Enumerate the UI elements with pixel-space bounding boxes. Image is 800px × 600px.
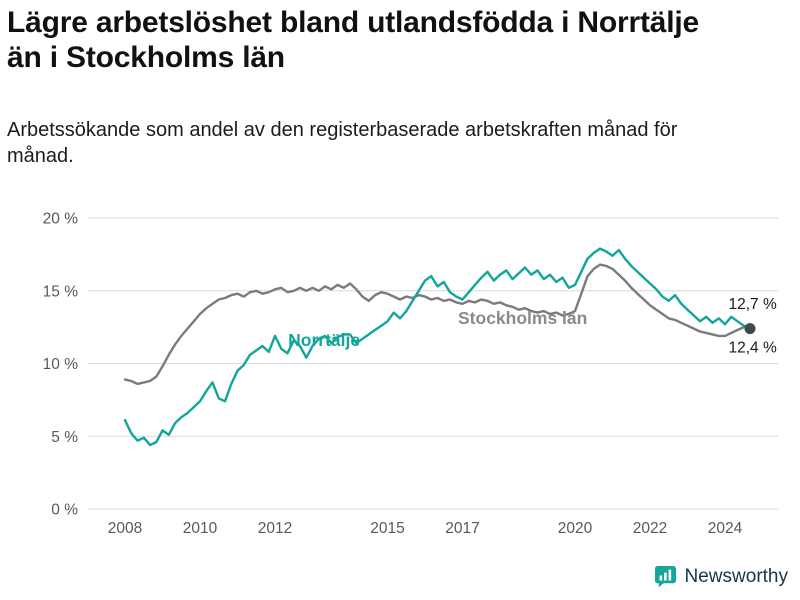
chart-title: Lägre arbetslöshet bland utlandsfödda i …: [7, 6, 699, 74]
newsworthy-chart-bubble-icon: [654, 565, 676, 588]
chart-subtitle: Arbetssökande som andel av den registerb…: [7, 119, 678, 168]
latest-value-norrtalje: 12,4 %: [728, 340, 776, 357]
x-tick-label: 2020: [558, 520, 593, 537]
latest-value-stockholm: 12,7 %: [728, 296, 776, 313]
y-tick-label: 0 %: [51, 502, 78, 519]
x-tick-label: 2012: [258, 520, 292, 537]
y-tick-label: 10 %: [43, 356, 79, 373]
x-tick-label: 2010: [183, 520, 218, 537]
newsworthy-wordmark: Newsworthy: [684, 565, 788, 587]
x-tick-label: 2017: [445, 520, 479, 537]
x-tick-label: 2008: [108, 520, 142, 537]
norrtalje-series-label: Norrtälje: [288, 330, 360, 350]
y-tick-label: 20 %: [43, 211, 79, 228]
stockholm-series-label: Stockholms län: [458, 308, 587, 328]
series-line-stockholms-l-n: [123, 263, 752, 386]
y-tick-label: 15 %: [43, 283, 79, 300]
y-tick-label: 5 %: [51, 429, 78, 446]
latest-point-dot: [744, 323, 756, 335]
series-line-norrt-lje: [123, 247, 752, 447]
x-tick-label: 2022: [633, 520, 667, 537]
newsworthy-logo[interactable]: Newsworthy: [654, 565, 788, 588]
x-tick-label: 2024: [708, 520, 743, 537]
x-tick-label: 2015: [370, 520, 404, 537]
